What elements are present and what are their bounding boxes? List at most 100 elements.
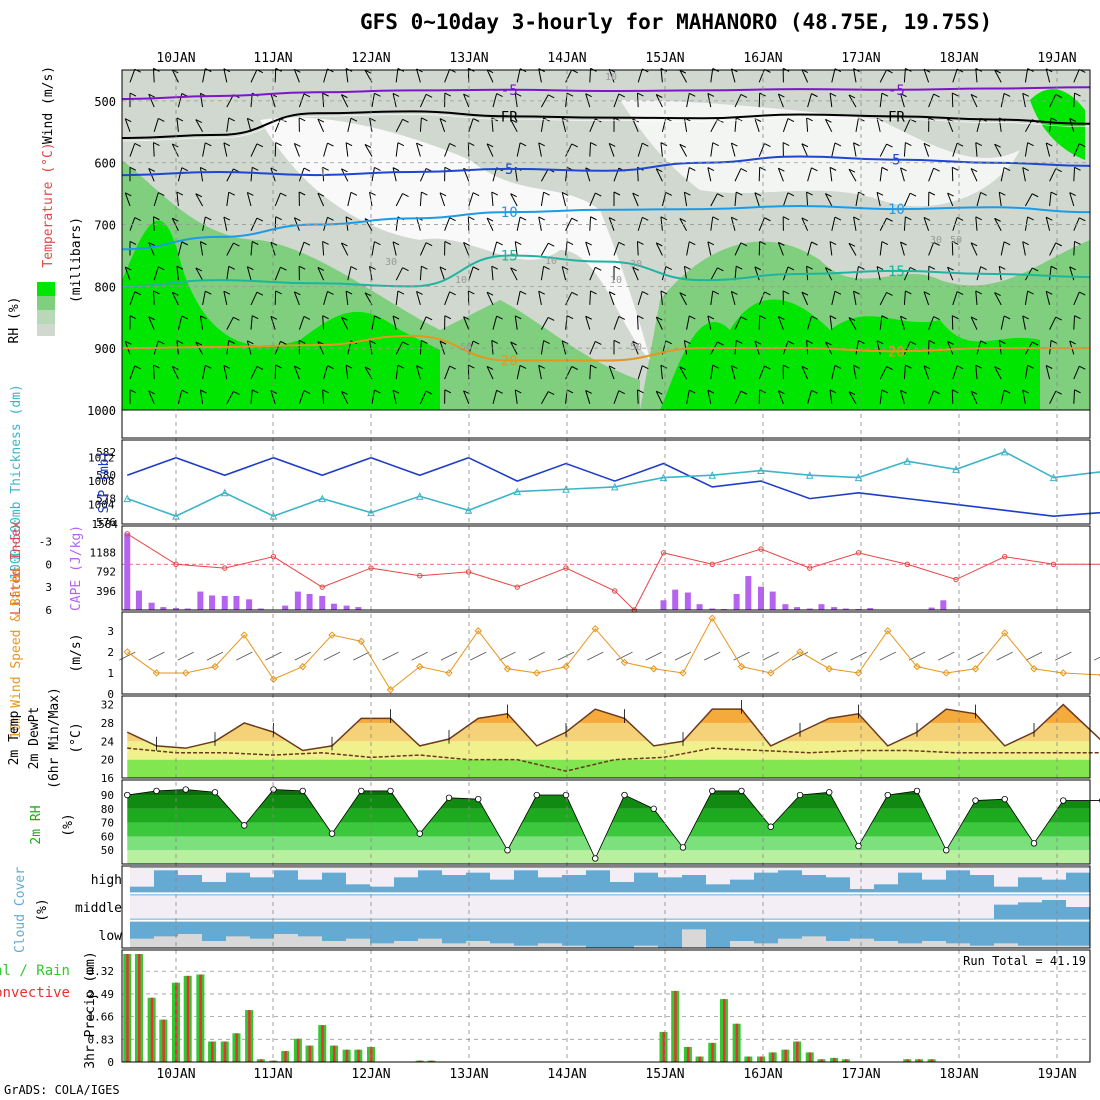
wind-tick-label: 1	[107, 667, 114, 680]
wind-barb-flag	[172, 143, 179, 148]
wind-barb	[176, 266, 179, 281]
wind-barb	[369, 117, 373, 132]
wind-barb-flag	[980, 266, 987, 271]
wind-barb	[463, 316, 470, 330]
cloud-low-bar	[898, 943, 922, 948]
wind-barb-flag	[660, 142, 668, 147]
wind-barb-flag	[233, 391, 240, 395]
wind-barb	[710, 290, 714, 305]
wind-barb-flag	[129, 241, 137, 245]
wind-barb-flag	[223, 290, 231, 295]
wind-barb-flag	[491, 265, 499, 270]
cloud-low-bar	[754, 924, 778, 944]
wind-barb-flag	[270, 390, 278, 394]
cape-bar	[221, 595, 228, 610]
cape-bar	[209, 595, 216, 610]
wind-barb-flag	[374, 241, 381, 246]
wind-barb-flag	[341, 390, 348, 395]
wind-barb-flag	[303, 93, 311, 98]
rh-contour-label: 10	[610, 275, 622, 286]
cloud-high-bar	[394, 868, 418, 878]
wind-barb-flag	[129, 166, 137, 171]
cloud-high-bar	[658, 868, 682, 878]
wind-barb	[994, 69, 1002, 83]
wind-barb	[876, 192, 881, 207]
cloud-low-bar	[970, 924, 994, 946]
wind-barb-flag	[999, 191, 1006, 196]
surface-wind-barb	[1055, 651, 1072, 661]
wind-barb-flag	[148, 167, 155, 172]
wind-barb	[538, 216, 542, 231]
surface-wind-barb	[1094, 656, 1100, 661]
thickness-tick-label: 582	[96, 446, 116, 459]
cloud-mid-bar	[346, 895, 370, 919]
wind-barb	[608, 365, 615, 380]
wind-barb	[1022, 167, 1026, 182]
wind-barb	[975, 142, 978, 157]
bottom-date-label: 14JAN	[547, 1067, 586, 1082]
cloud-mid-bar	[226, 895, 250, 919]
wind-barb	[1024, 291, 1029, 305]
wind-barb	[801, 366, 809, 380]
cloud-unit-label: (%)	[35, 898, 50, 921]
cloud-low-bar	[778, 924, 802, 939]
cape-bar	[928, 607, 935, 610]
wind-barb	[250, 143, 258, 157]
wind-barb-flag	[444, 241, 452, 245]
wind-barb-flag	[486, 217, 494, 222]
wind-barb	[655, 391, 663, 405]
wind-barb	[152, 68, 155, 83]
cloud-low-bar	[754, 943, 778, 948]
cloud-low-bar	[778, 938, 802, 948]
cloud-low-bar	[274, 924, 298, 934]
wind-barb	[777, 390, 784, 404]
wind-barb-flag	[806, 265, 813, 270]
wind-barb	[829, 241, 833, 256]
cloud-low-bar	[154, 936, 178, 948]
surface-wind-barb	[470, 651, 487, 661]
wind-barb	[754, 118, 760, 132]
wind-speed-point	[357, 637, 365, 646]
bottom-date-label: 17JAN	[841, 1067, 880, 1082]
wind-barb-flag	[181, 241, 189, 246]
wind-barb-flag	[402, 193, 409, 197]
contour-label: FR	[501, 109, 518, 125]
wind-barb	[777, 316, 784, 330]
wind-barb	[250, 315, 253, 330]
wind-barb-flag	[275, 142, 282, 147]
precip-convective-bar	[332, 1045, 336, 1062]
wind-barb	[903, 68, 906, 83]
wind-barb-flag	[1069, 117, 1076, 122]
wind-speed-point	[913, 662, 921, 671]
wind-barb-flag	[947, 266, 954, 271]
wind-barb-flag	[547, 94, 555, 99]
surface-gap	[122, 410, 1090, 438]
wind-barb-flag	[876, 266, 884, 270]
wind-barb-flag	[449, 143, 456, 147]
wind-barb-flag	[223, 142, 231, 147]
wind-barb-flag	[618, 316, 626, 320]
wind-axis-label: Wind (m/s)	[41, 66, 56, 144]
wind-barb	[202, 216, 206, 231]
contour-label: 10	[888, 202, 905, 218]
wind-barb-flag	[731, 290, 738, 295]
wind-barb	[585, 241, 591, 256]
lifted-index-point	[709, 561, 715, 567]
cape-bar	[745, 576, 752, 610]
wind-barb	[1045, 68, 1051, 83]
wind-barb-flag	[740, 93, 748, 98]
cape-bar	[319, 595, 326, 610]
wind-barb	[661, 192, 667, 207]
wind-barb-flag	[811, 389, 818, 394]
wind-barb-flag	[740, 316, 748, 321]
wind-speed-point	[445, 669, 453, 677]
wind-barb-flag	[369, 265, 376, 270]
wind-barb-flag	[689, 241, 696, 246]
wind-barb-flag	[970, 168, 978, 173]
wind-barb	[1073, 167, 1076, 182]
wind-barb-flag	[256, 365, 264, 370]
lifted-index-point	[368, 565, 374, 571]
wind-barb-flag	[665, 340, 673, 345]
wind-barb	[171, 143, 179, 157]
wind-barb-flag	[369, 191, 376, 196]
